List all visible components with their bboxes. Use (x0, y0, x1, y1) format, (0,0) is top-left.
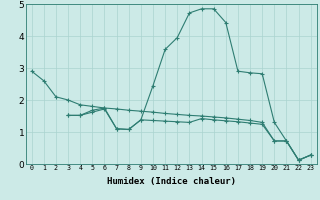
X-axis label: Humidex (Indice chaleur): Humidex (Indice chaleur) (107, 177, 236, 186)
